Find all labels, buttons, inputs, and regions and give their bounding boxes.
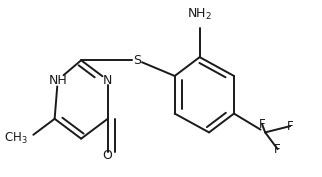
Text: F: F [287, 120, 293, 133]
Text: S: S [133, 54, 141, 67]
Text: F: F [274, 143, 281, 156]
Text: NH: NH [48, 74, 67, 87]
Text: O: O [103, 149, 113, 162]
Text: NH$_2$: NH$_2$ [187, 7, 212, 22]
Text: CH$_3$: CH$_3$ [5, 131, 28, 146]
Text: F: F [259, 118, 265, 131]
Text: N: N [103, 74, 112, 87]
